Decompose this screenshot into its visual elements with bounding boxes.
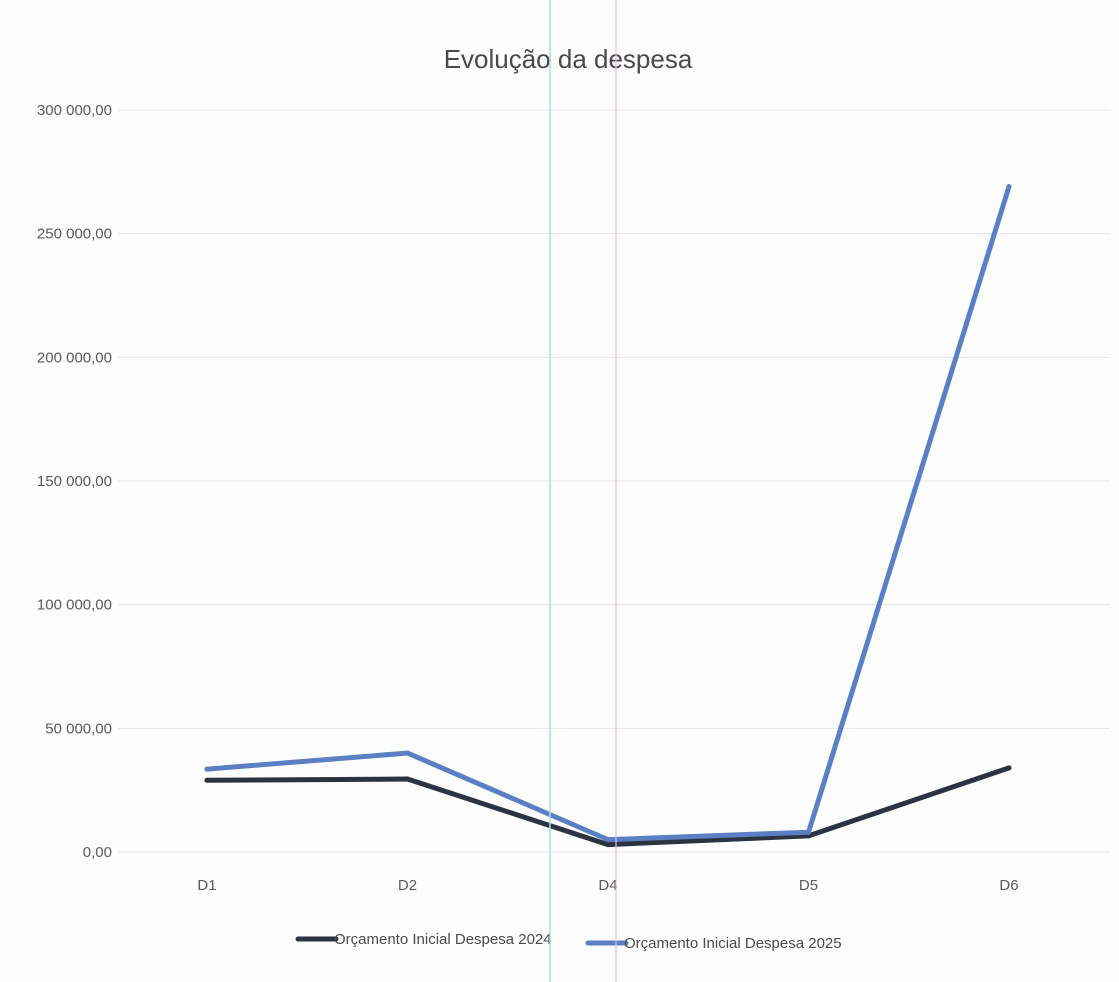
chart-title: Evolução da despesa (444, 44, 693, 74)
data-point (605, 837, 611, 843)
legend-label-2: Orçamento Inicial Despesa 2025 (624, 935, 842, 952)
data-point (1006, 765, 1012, 771)
series-line-1 (204, 765, 1012, 848)
data-point (204, 777, 210, 783)
y-tick-label: 200 000,00 (37, 349, 112, 366)
series-lines (204, 184, 1012, 848)
x-tick-label: D6 (999, 877, 1018, 894)
data-point (405, 750, 410, 756)
x-tick-label: D4 (598, 877, 617, 894)
data-point (1006, 184, 1012, 190)
x-tick-label: D1 (197, 877, 216, 894)
x-axis-ticks: D1 D2 D4 D5 D6 (197, 877, 1018, 894)
y-tick-label: 250 000,00 (37, 226, 112, 243)
y-tick-label: 0,00 (83, 844, 112, 861)
y-axis-ticks: 0,00 50 000,00 100 000,00 150 000,00 200 000… (37, 102, 112, 861)
y-tick-label: 100 000,00 (37, 597, 112, 614)
legend-label-1: Orçamento Inicial Despesa 2024 (334, 931, 552, 948)
x-tick-label: D2 (398, 877, 417, 894)
legend: Orçamento Inicial Despesa 2024 Orçamento … (295, 931, 842, 952)
y-tick-label: 300 000,00 (37, 102, 112, 119)
data-point (806, 829, 811, 835)
y-tick-label: 50 000,00 (45, 720, 112, 737)
data-point (605, 842, 611, 848)
series-line-2 (204, 184, 1012, 843)
x-tick-label: D5 (799, 877, 818, 894)
grid-lines (118, 109, 1110, 853)
data-point (204, 766, 210, 772)
data-point (405, 776, 410, 782)
y-tick-label: 150 000,00 (37, 473, 112, 490)
